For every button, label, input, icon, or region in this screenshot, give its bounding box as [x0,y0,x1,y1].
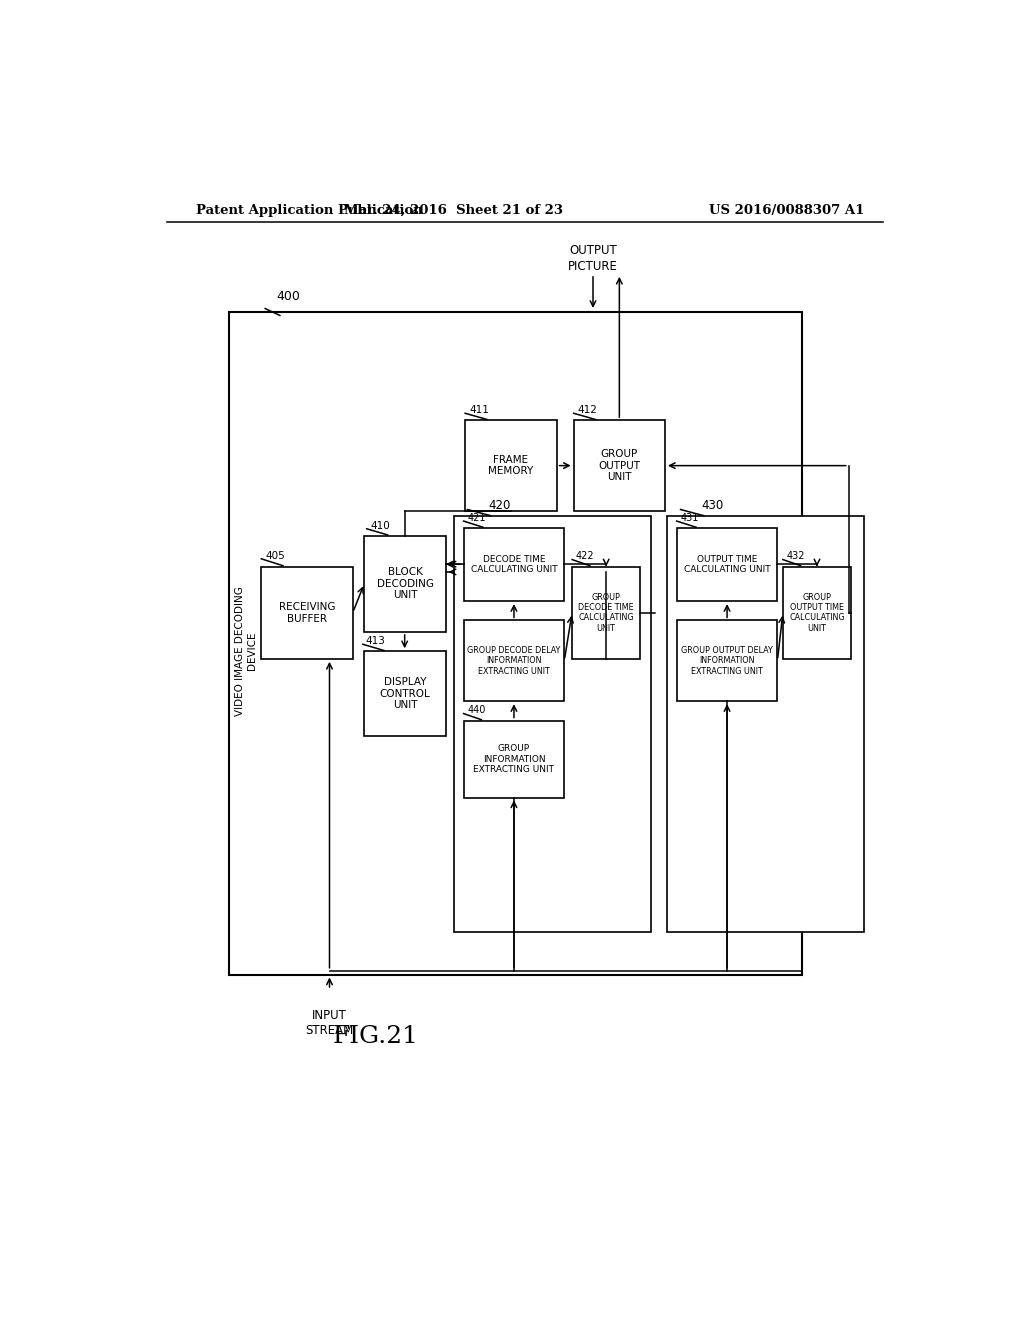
Text: Mar. 24, 2016  Sheet 21 of 23: Mar. 24, 2016 Sheet 21 of 23 [344,205,563,218]
Text: DECODE TIME
CALCULATING UNIT: DECODE TIME CALCULATING UNIT [471,554,557,574]
Text: FIG.21: FIG.21 [333,1024,419,1048]
Bar [464,721,564,797]
Text: FRAME
MEMORY: FRAME MEMORY [488,455,534,477]
Text: 440: 440 [467,705,485,715]
Text: US 2016/0088307 A1: US 2016/0088307 A1 [709,205,864,218]
Text: GROUP DECODE DELAY
INFORMATION
EXTRACTING UNIT: GROUP DECODE DELAY INFORMATION EXTRACTIN… [467,645,560,676]
Text: OUTPUT
PICTURE: OUTPUT PICTURE [568,244,617,272]
Text: VIDEO IMAGE DECODING
DEVICE: VIDEO IMAGE DECODING DEVICE [234,586,257,717]
Bar [573,420,665,511]
Text: GROUP
INFORMATION
EXTRACTING UNIT: GROUP INFORMATION EXTRACTING UNIT [473,744,554,774]
Text: BLOCK
DECODING
UNIT: BLOCK DECODING UNIT [377,568,433,601]
Text: 432: 432 [786,552,805,561]
Text: 421: 421 [467,513,486,523]
Text: 420: 420 [488,499,511,512]
Text: 400: 400 [276,290,301,304]
Bar [261,566,352,659]
Text: 411: 411 [469,405,488,416]
Bar [465,420,557,511]
Bar [228,313,802,974]
Text: 431: 431 [681,513,699,523]
Bar [464,528,564,601]
Text: 410: 410 [371,520,390,531]
Text: GROUP
OUTPUT
UNIT: GROUP OUTPUT UNIT [598,449,640,482]
Text: RECEIVING
BUFFER: RECEIVING BUFFER [279,602,335,623]
Bar [365,536,445,632]
Text: GROUP
DECODE TIME
CALCULATING
UNIT: GROUP DECODE TIME CALCULATING UNIT [579,593,634,632]
Bar [464,620,564,701]
Bar [365,651,445,737]
Bar [783,566,851,659]
Text: DISPLAY
CONTROL
UNIT: DISPLAY CONTROL UNIT [380,677,430,710]
Text: Patent Application Publication: Patent Application Publication [197,205,423,218]
Bar [572,566,640,659]
Text: GROUP OUTPUT DELAY
INFORMATION
EXTRACTING UNIT: GROUP OUTPUT DELAY INFORMATION EXTRACTIN… [681,645,773,676]
Bar [454,516,651,932]
Text: 405: 405 [265,550,285,561]
Bar [667,516,864,932]
Text: 413: 413 [366,636,386,647]
Bar [677,620,777,701]
Text: OUTPUT TIME
CALCULATING UNIT: OUTPUT TIME CALCULATING UNIT [684,554,770,574]
Text: 422: 422 [575,552,595,561]
Text: GROUP
OUTPUT TIME
CALCULATING
UNIT: GROUP OUTPUT TIME CALCULATING UNIT [790,593,845,632]
Text: 412: 412 [578,405,597,416]
Bar [677,528,777,601]
Text: INPUT
STREAM: INPUT STREAM [305,1010,353,1038]
Text: 430: 430 [701,499,724,512]
